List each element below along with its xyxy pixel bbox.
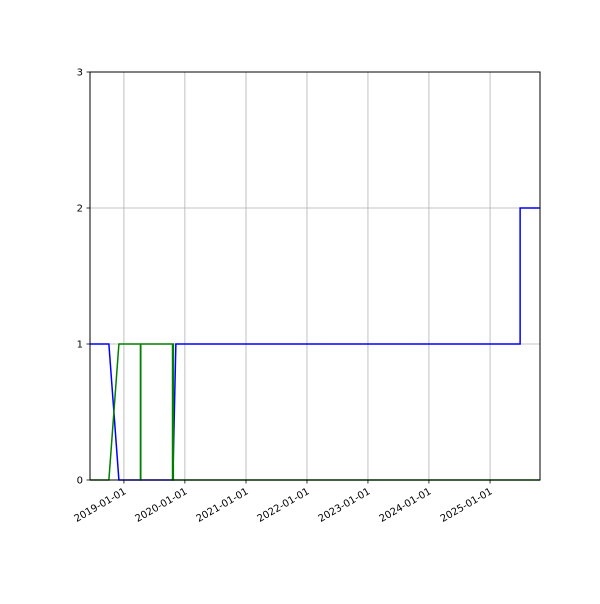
y-tick-label: 2	[77, 204, 83, 215]
series-line-0	[90, 207, 540, 481]
y-axis: 0 1 2 3	[77, 68, 90, 487]
series-lines	[90, 207, 540, 481]
series-line-1	[90, 343, 540, 481]
y-tick-label: 3	[77, 68, 83, 79]
y-tick-label: 0	[77, 476, 83, 487]
plot-frame	[89, 71, 541, 481]
y-tick-label: 1	[77, 340, 83, 351]
